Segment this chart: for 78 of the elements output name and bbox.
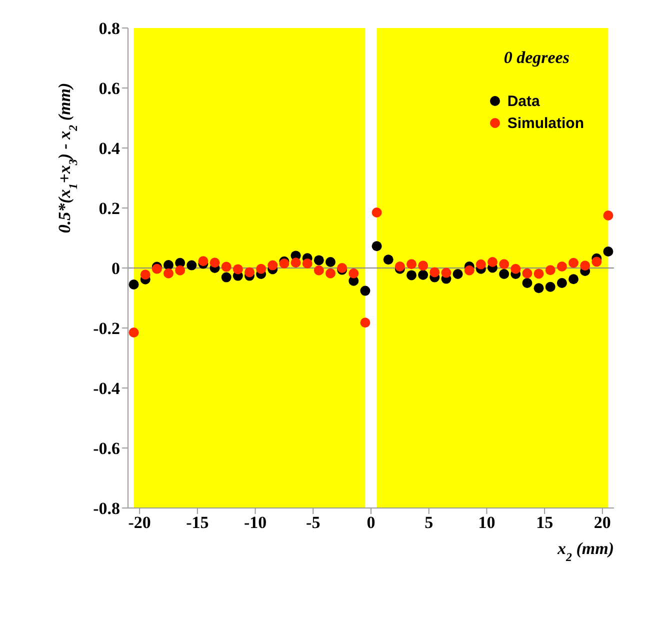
y-tick-label: 0.4 [98, 139, 120, 158]
point [210, 258, 220, 268]
point [603, 210, 614, 220]
point [556, 262, 567, 272]
y-tick-label: -0.4 [93, 379, 120, 398]
point [383, 254, 394, 265]
point [510, 264, 521, 274]
point [244, 267, 254, 278]
point [568, 274, 578, 284]
y-tick-label: -0.6 [93, 439, 120, 458]
point [186, 260, 197, 270]
point [406, 270, 416, 280]
y-tick-label: 0.6 [98, 79, 120, 98]
x-tick-label: 15 [536, 513, 554, 532]
point [556, 278, 567, 288]
legend-label: Data [507, 92, 540, 110]
point [140, 270, 150, 280]
x-tick-label: 10 [478, 513, 496, 532]
point [580, 260, 590, 271]
point [302, 258, 312, 268]
point [360, 286, 370, 296]
point [164, 268, 174, 278]
point [256, 264, 266, 274]
y-tick-label: -0.2 [93, 319, 120, 338]
point [476, 259, 486, 270]
point [499, 269, 510, 279]
point [430, 267, 440, 278]
x-tick-label: -20 [128, 513, 151, 532]
point [592, 256, 602, 267]
point [372, 241, 382, 252]
point [268, 260, 278, 270]
x-tick-label: 0 [366, 513, 376, 532]
point [394, 262, 405, 272]
point [603, 246, 614, 256]
point [326, 257, 336, 267]
x-tick-label: 20 [594, 513, 611, 532]
x-tick-label: 5 [424, 513, 434, 532]
legend-label: Simulation [507, 114, 584, 132]
x-tick-label: -15 [186, 513, 209, 532]
point [221, 272, 232, 282]
point [464, 265, 474, 276]
point [545, 265, 556, 276]
point [534, 268, 544, 279]
y-tick-label: 0 [112, 259, 120, 278]
point [418, 270, 428, 280]
point [279, 258, 290, 268]
point [568, 258, 578, 268]
point [488, 257, 498, 267]
point [418, 260, 428, 271]
point [348, 268, 359, 278]
point [232, 264, 243, 274]
point [314, 255, 324, 266]
point [326, 268, 336, 278]
x-tick-label: -5 [306, 513, 320, 532]
point [221, 262, 232, 272]
x-axis-title: x$_{2}$ (mm) [556, 539, 614, 564]
x-tick-label: -10 [244, 513, 267, 532]
legend-title: 0 degrees [502, 48, 570, 68]
point [452, 269, 463, 279]
y-tick-label: 0.2 [98, 199, 120, 218]
point [499, 259, 510, 270]
point [406, 259, 416, 270]
point [128, 280, 139, 290]
point [360, 318, 370, 328]
point [522, 278, 532, 288]
point [175, 265, 186, 276]
y-tick-label: 0.8 [98, 19, 120, 38]
point [290, 258, 301, 268]
point [198, 256, 208, 266]
point [522, 268, 532, 278]
point [372, 208, 382, 218]
point [441, 268, 452, 278]
y-tick-label: -0.8 [93, 499, 120, 518]
point [314, 265, 324, 276]
point [164, 260, 174, 270]
point [128, 328, 139, 338]
point [534, 283, 544, 294]
point [545, 282, 556, 292]
